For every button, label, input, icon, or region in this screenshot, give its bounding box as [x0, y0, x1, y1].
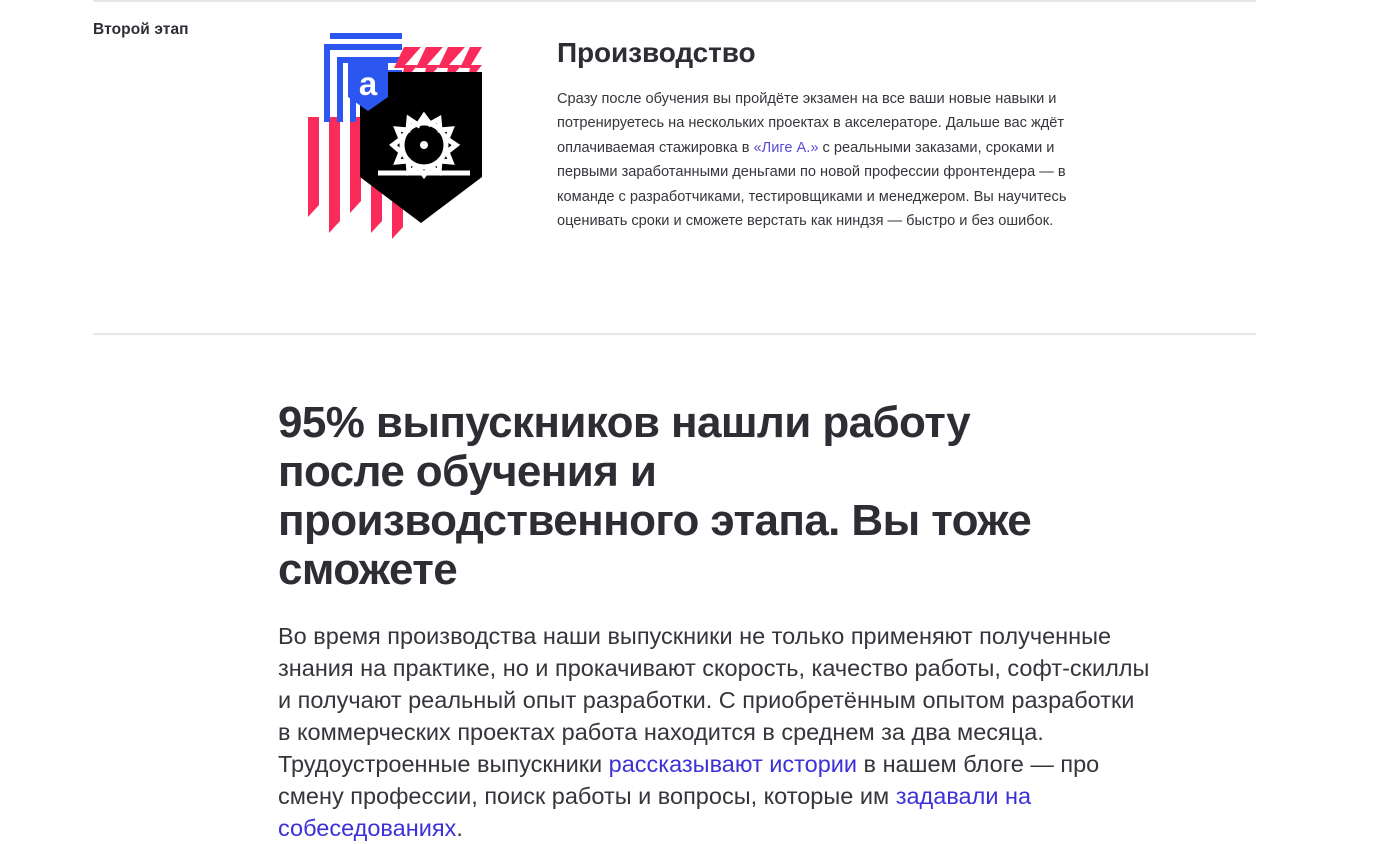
promo-text-part-3: .: [456, 815, 463, 841]
circular-saw-icon: [378, 111, 470, 180]
liga-a-link[interactable]: «Лиге А.»: [753, 139, 819, 156]
promo-section: 95% выпускников нашли работу после обуче…: [278, 398, 1158, 844]
stage-section: Второй этап: [0, 0, 1375, 333]
stage-description-part-2: с реальными заказами, сроками и первыми …: [557, 139, 1067, 230]
letter-a-badge: a: [348, 63, 388, 111]
stage-label: Второй этап: [93, 21, 189, 38]
promo-text-part-1: Во время производства наши выпускники не…: [278, 623, 1150, 777]
stage-text-column: Производство Сразу после обучения вы про…: [557, 37, 1077, 234]
promo-title: 95% выпускников нашли работу после обуче…: [278, 398, 1032, 594]
letter-a-glyph: a: [359, 65, 378, 102]
stage-title: Производство: [557, 37, 756, 68]
production-badge-logo: a: [300, 25, 482, 240]
stage-description: Сразу после обучения вы пройдёте экзамен…: [557, 87, 1077, 234]
top-divider: [93, 0, 1256, 2]
promo-text-part-2: в нашем блоге — про смену профессии, пои…: [278, 751, 1100, 809]
stage-description-part-1: Сразу после обучения вы пройдёте экзамен…: [557, 90, 1065, 156]
red-diagonal-strips: [394, 47, 482, 85]
promo-paragraph: Во время производства наши выпускники не…: [278, 620, 1153, 844]
bottom-divider: [93, 333, 1256, 335]
stories-link[interactable]: рассказывают истории: [608, 751, 858, 777]
production-badge-svg: a: [308, 33, 482, 239]
